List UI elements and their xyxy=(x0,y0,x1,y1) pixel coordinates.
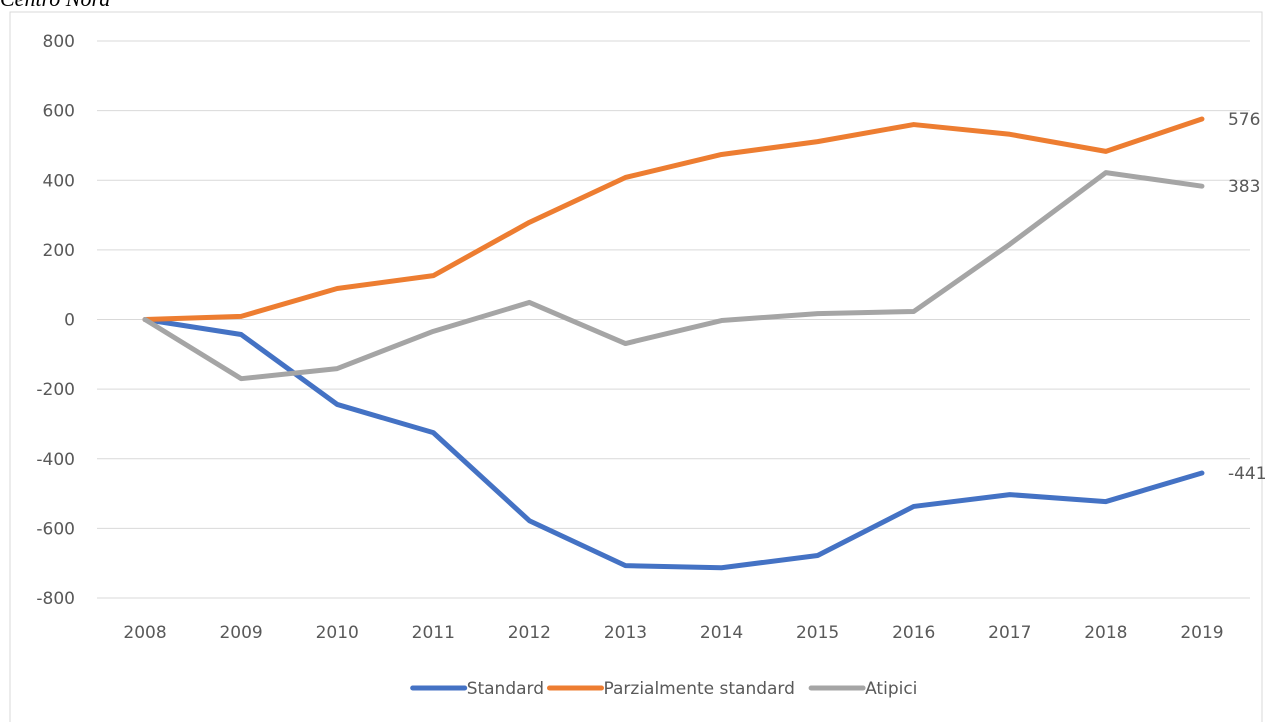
data-label: 383 xyxy=(1228,177,1260,197)
x-tick-label: 2015 xyxy=(796,623,839,643)
chart-frame xyxy=(9,11,1263,722)
legend-label: Standard xyxy=(467,679,544,699)
x-tick-label: 2019 xyxy=(1180,623,1223,643)
y-tick-label: -200 xyxy=(36,380,75,400)
x-tick-label: 2010 xyxy=(316,623,359,643)
chart-title: Centro Nord xyxy=(0,0,111,11)
x-tick-label: 2016 xyxy=(892,623,935,643)
y-tick-label: 0 xyxy=(64,311,75,331)
series-line xyxy=(142,317,1205,571)
x-tick-label: 2011 xyxy=(412,623,455,643)
x-tick-label: 2017 xyxy=(988,623,1031,643)
y-tick-label: -600 xyxy=(36,519,75,539)
data-label: 576 xyxy=(1228,110,1260,130)
y-tick-label: -400 xyxy=(36,450,75,470)
x-tick-label: 2014 xyxy=(700,623,743,643)
y-tick-label: 600 xyxy=(43,102,75,122)
legend-label: Parzialmente standard xyxy=(604,679,795,699)
x-tick-label: 2012 xyxy=(508,623,551,643)
x-tick-label: 2013 xyxy=(604,623,647,643)
x-tick-label: 2008 xyxy=(123,623,166,643)
x-tick-label: 2018 xyxy=(1084,623,1127,643)
data-label: -441 xyxy=(1228,464,1267,484)
y-tick-label: 800 xyxy=(43,32,75,52)
y-tick-label: -800 xyxy=(36,589,75,609)
x-tick-label: 2009 xyxy=(219,623,262,643)
y-tick-label: 200 xyxy=(43,241,75,261)
series-line xyxy=(142,116,1205,322)
legend-label: Atipici xyxy=(865,679,917,699)
y-tick-label: 400 xyxy=(43,171,75,191)
series-line xyxy=(142,170,1205,382)
